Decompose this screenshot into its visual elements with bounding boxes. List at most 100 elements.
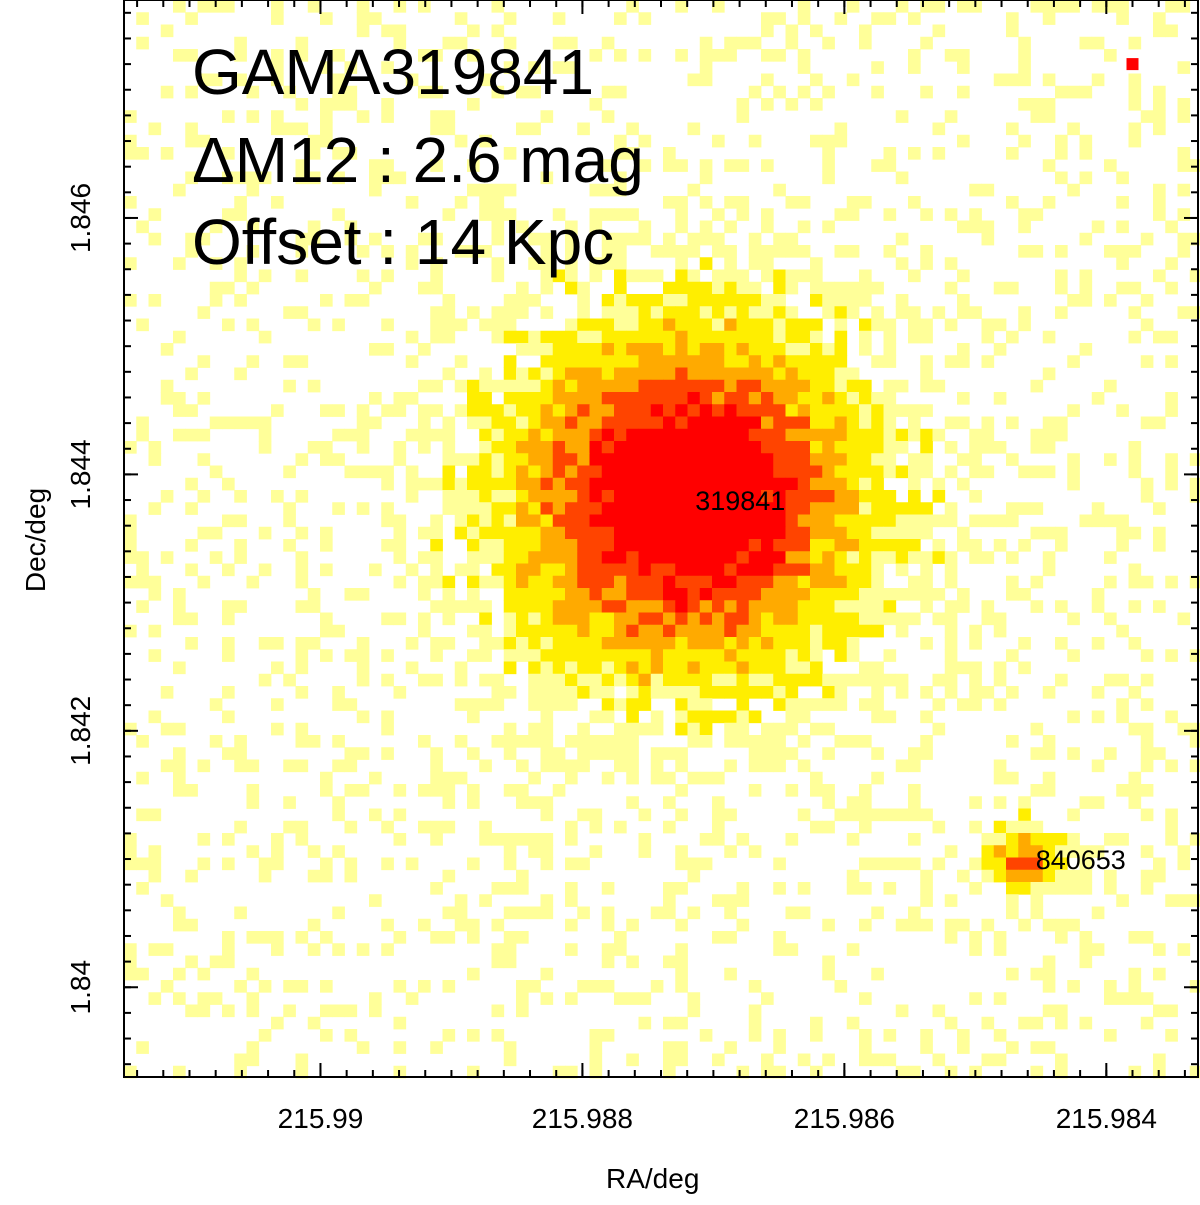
heatmap-pixel [797, 882, 811, 895]
heatmap-pixel [626, 747, 639, 760]
heatmap-pixel [699, 1029, 713, 1042]
heatmap-pixel [883, 441, 897, 454]
heatmap-pixel [295, 355, 309, 368]
heatmap-pixel [393, 575, 407, 589]
heatmap-pixel [601, 673, 615, 687]
heatmap-pixel [687, 1004, 701, 1018]
heatmap-pixel [601, 747, 615, 760]
heatmap-pixel [883, 355, 897, 368]
heatmap-pixel [1030, 526, 1044, 540]
heatmap-pixel [859, 453, 872, 466]
heatmap-pixel [577, 526, 590, 540]
heatmap-pixel [761, 318, 774, 332]
heatmap-pixel [467, 796, 480, 809]
heatmap-pixel [393, 1041, 407, 1054]
heatmap-pixel [552, 343, 566, 356]
heatmap-pixel [1091, 796, 1105, 809]
heatmap-pixel [785, 661, 799, 675]
heatmap-pixel [687, 735, 701, 748]
heatmap-pixel [1116, 526, 1129, 540]
heatmap-pixel [209, 955, 223, 969]
heatmap-pixel [479, 392, 492, 405]
heatmap-pixel [712, 477, 725, 491]
heatmap-pixel [638, 428, 652, 442]
heatmap-pixel [565, 281, 578, 295]
heatmap-pixel [773, 428, 786, 442]
heatmap-pixel [369, 12, 382, 25]
heatmap-pixel [528, 624, 541, 638]
heatmap-pixel [981, 355, 995, 368]
heatmap-pixel [871, 563, 884, 577]
heatmap-pixel [1165, 575, 1178, 589]
heatmap-pixel [442, 906, 456, 920]
heatmap-pixel [797, 245, 811, 258]
heatmap-pixel [479, 134, 492, 148]
heatmap-pixel [810, 1029, 823, 1042]
heatmap-pixel [871, 686, 884, 699]
heatmap-pixel [185, 539, 198, 552]
heatmap-pixel [724, 710, 737, 724]
heatmap-pixel [356, 502, 370, 515]
heatmap-pixel [479, 894, 492, 907]
heatmap-pixel [1140, 477, 1154, 491]
heatmap-pixel [1055, 428, 1068, 442]
heatmap-pixel [454, 404, 468, 417]
heatmap-pixel [467, 784, 480, 797]
heatmap-pixel [810, 649, 823, 662]
heatmap-pixel [810, 477, 823, 491]
heatmap-pixel [761, 159, 774, 172]
heatmap-pixel [846, 612, 860, 626]
heatmap-pixel [969, 208, 982, 221]
heatmap-pixel [393, 404, 407, 417]
heatmap-pixel [528, 526, 541, 540]
heatmap-pixel [160, 980, 174, 993]
heatmap-pixel [1128, 245, 1142, 258]
heatmap-pixel [724, 575, 737, 589]
heatmap-pixel [638, 1016, 652, 1030]
heatmap-pixel [540, 747, 554, 760]
heatmap-pixel [1091, 588, 1105, 601]
heatmap-pixel [846, 735, 860, 748]
heatmap-pixel [136, 147, 149, 160]
heatmap-pixel [724, 931, 737, 944]
heatmap-pixel [859, 24, 872, 38]
heatmap-pixel [479, 490, 492, 503]
heatmap-pixel [724, 600, 737, 613]
heatmap-pixel [1116, 833, 1129, 846]
heatmap-pixel [222, 171, 235, 185]
heatmap-pixel [552, 551, 566, 564]
heatmap-pixel [687, 686, 701, 699]
heatmap-pixel [969, 882, 982, 895]
heatmap-pixel [871, 416, 884, 430]
heatmap-pixel [1153, 122, 1166, 136]
heatmap-pixel [663, 416, 676, 430]
heatmap-pixel [491, 196, 505, 209]
heatmap-pixel [601, 294, 615, 307]
heatmap-pixel [1079, 147, 1093, 160]
heatmap-pixel [1018, 857, 1031, 871]
heatmap-pixel [601, 588, 615, 601]
heatmap-pixel [185, 637, 198, 650]
heatmap-pixel [124, 845, 137, 858]
heatmap-pixel [614, 931, 627, 944]
heatmap-pixel [748, 1016, 762, 1030]
heatmap-pixel [810, 722, 823, 736]
heatmap-pixel [736, 514, 750, 528]
heatmap-pixel [773, 269, 786, 283]
heatmap-pixel [626, 453, 639, 466]
heatmap-pixel [552, 698, 566, 711]
heatmap-pixel [736, 551, 750, 564]
heatmap-pixel [1116, 992, 1129, 1005]
heatmap-pixel [822, 673, 835, 687]
heatmap-pixel [736, 673, 750, 687]
heatmap-pixel [761, 330, 774, 344]
heatmap-pixel [638, 355, 652, 368]
heatmap-pixel [516, 600, 529, 613]
heatmap-pixel [1030, 845, 1044, 858]
heatmap-pixel [577, 477, 590, 491]
heatmap-pixel [614, 147, 627, 160]
heatmap-pixel [320, 61, 333, 74]
heatmap-pixel [577, 490, 590, 503]
heatmap-pixel [663, 820, 676, 834]
heatmap-pixel [332, 318, 345, 332]
